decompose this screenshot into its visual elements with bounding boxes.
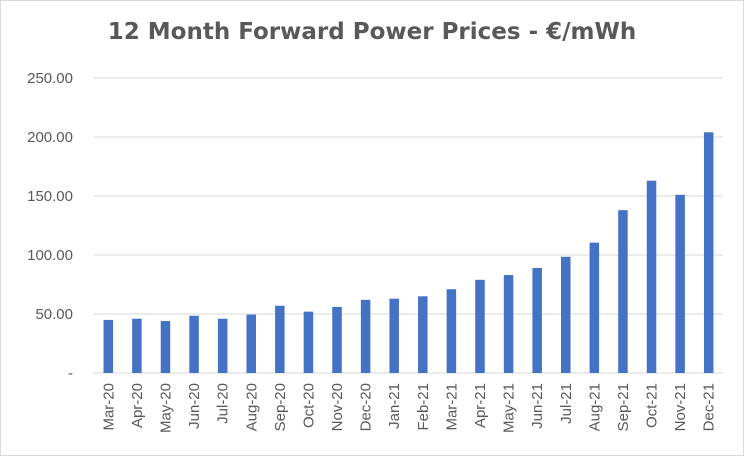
y-tick-label: 200.00 (27, 129, 73, 146)
bar (275, 305, 285, 373)
x-tick-label: Aug-20 (243, 383, 260, 431)
bar (246, 314, 256, 373)
bar (703, 132, 714, 373)
x-tick-label: Mar-20 (100, 383, 117, 431)
bar (389, 298, 399, 373)
x-tick-label: Nov-21 (672, 383, 689, 431)
bar (189, 315, 199, 373)
y-tick-label: 250.00 (27, 70, 73, 87)
y-tick-label: 100.00 (27, 247, 73, 264)
bar (160, 321, 171, 373)
x-tick-label: Mar-21 (443, 383, 460, 431)
x-tick-label: Jan-21 (386, 383, 403, 429)
bar (561, 256, 571, 373)
x-tick-label: Dec-21 (701, 383, 718, 431)
x-tick-label: Jun-21 (529, 383, 546, 429)
x-tick-label: Feb-21 (415, 383, 432, 431)
x-tick-label: Jul-21 (558, 383, 575, 424)
bar (503, 275, 514, 373)
bars (103, 132, 714, 373)
y-tick-label: 150.00 (27, 188, 73, 205)
x-tick-label: May-21 (501, 383, 518, 433)
x-tick-label: Sep-20 (272, 383, 289, 431)
bar (303, 311, 314, 373)
y-tick-label: - (68, 365, 73, 382)
x-tick-label: Oct-20 (300, 383, 317, 428)
bar (675, 194, 685, 373)
bar (589, 242, 600, 373)
bar (418, 296, 428, 373)
bar (360, 299, 371, 373)
chart-title: 12 Month Forward Power Prices - €/mWh (107, 19, 637, 45)
bar (618, 210, 628, 373)
x-tick-label: Oct-21 (644, 383, 661, 428)
x-tick-label: Dec-20 (358, 383, 375, 431)
x-tick-label: Aug-21 (586, 383, 603, 431)
gridlines (94, 77, 723, 374)
bar (446, 289, 457, 373)
x-axis-ticks: Mar-20 Apr-20 May-20 Jun-20 Jul-20 Aug-20 Sep-… (100, 383, 717, 433)
y-tick-label: 50.00 (35, 306, 73, 323)
bar (217, 318, 228, 373)
bar (332, 306, 342, 373)
x-tick-label: Apr-20 (129, 383, 146, 428)
bar (646, 180, 657, 373)
bar (132, 318, 142, 373)
x-tick-label: Apr-21 (472, 383, 489, 428)
x-tick-label: Nov-20 (329, 383, 346, 431)
x-tick-label: Jun-20 (186, 383, 203, 429)
bar (103, 319, 114, 373)
bar (532, 267, 542, 373)
bar (475, 279, 485, 373)
x-tick-label: Jul-20 (215, 383, 232, 424)
x-tick-label: Sep-21 (615, 383, 632, 431)
y-axis-ticks: - 50.00 100.00 150.00 200.00 250.00 (27, 70, 73, 382)
x-tick-label: May-20 (157, 383, 174, 433)
